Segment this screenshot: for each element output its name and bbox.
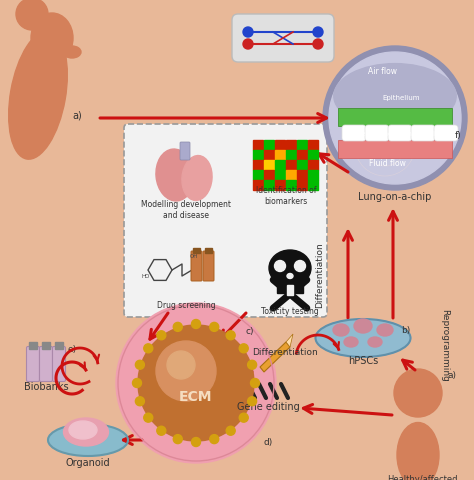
Circle shape bbox=[247, 397, 256, 406]
Bar bbox=[287, 285, 293, 295]
Circle shape bbox=[191, 437, 201, 446]
Circle shape bbox=[323, 46, 467, 190]
Text: b): b) bbox=[401, 326, 410, 335]
Text: Fluid flow: Fluid flow bbox=[369, 159, 405, 168]
Ellipse shape bbox=[9, 31, 67, 159]
Circle shape bbox=[210, 434, 219, 444]
Ellipse shape bbox=[294, 261, 306, 272]
Bar bbox=[297, 140, 308, 149]
Text: f): f) bbox=[455, 131, 462, 140]
Text: Modelling development
and disease: Modelling development and disease bbox=[141, 200, 231, 220]
Ellipse shape bbox=[269, 250, 311, 286]
Ellipse shape bbox=[274, 261, 285, 272]
Circle shape bbox=[329, 52, 461, 184]
Circle shape bbox=[313, 39, 323, 49]
Bar bbox=[264, 180, 274, 190]
Polygon shape bbox=[260, 342, 290, 372]
Circle shape bbox=[226, 426, 235, 435]
Bar bbox=[308, 170, 319, 180]
Bar bbox=[308, 140, 319, 149]
Bar bbox=[275, 140, 285, 149]
Ellipse shape bbox=[48, 424, 128, 456]
Text: HO: HO bbox=[142, 274, 150, 279]
Text: Epithelium: Epithelium bbox=[383, 95, 420, 101]
Text: Endothelium: Endothelium bbox=[403, 131, 447, 137]
FancyBboxPatch shape bbox=[39, 347, 53, 382]
Text: Healthy/affected
individual: Healthy/affected individual bbox=[387, 475, 457, 480]
Circle shape bbox=[247, 360, 256, 369]
Ellipse shape bbox=[397, 422, 439, 480]
Ellipse shape bbox=[63, 46, 81, 58]
Bar bbox=[275, 170, 285, 180]
Bar bbox=[275, 160, 285, 169]
Circle shape bbox=[157, 426, 166, 435]
Bar bbox=[264, 160, 274, 169]
FancyBboxPatch shape bbox=[180, 142, 190, 160]
FancyBboxPatch shape bbox=[27, 347, 39, 382]
Circle shape bbox=[144, 413, 153, 422]
Bar bbox=[193, 248, 200, 253]
Text: c): c) bbox=[246, 327, 255, 336]
Bar bbox=[286, 160, 297, 169]
Circle shape bbox=[144, 344, 153, 353]
Bar bbox=[42, 342, 50, 349]
Polygon shape bbox=[286, 334, 293, 347]
Circle shape bbox=[191, 320, 201, 328]
Circle shape bbox=[136, 360, 145, 369]
Bar bbox=[264, 140, 274, 149]
Text: ECM: ECM bbox=[179, 390, 213, 404]
Bar bbox=[297, 160, 308, 169]
Bar bbox=[205, 248, 212, 253]
FancyBboxPatch shape bbox=[191, 251, 202, 281]
FancyBboxPatch shape bbox=[124, 124, 327, 317]
Bar bbox=[275, 150, 285, 159]
Circle shape bbox=[250, 379, 259, 387]
FancyBboxPatch shape bbox=[388, 125, 412, 141]
Circle shape bbox=[133, 379, 142, 387]
Bar bbox=[286, 180, 297, 190]
Text: a): a) bbox=[448, 371, 457, 380]
Bar bbox=[286, 170, 297, 180]
Text: Air flow: Air flow bbox=[368, 67, 398, 76]
Bar bbox=[55, 342, 63, 349]
FancyBboxPatch shape bbox=[53, 347, 65, 382]
Circle shape bbox=[313, 27, 323, 37]
Circle shape bbox=[156, 341, 216, 401]
Ellipse shape bbox=[64, 418, 109, 446]
FancyBboxPatch shape bbox=[232, 14, 334, 62]
Bar bbox=[297, 150, 308, 159]
Bar bbox=[275, 180, 285, 190]
Ellipse shape bbox=[316, 319, 410, 357]
Ellipse shape bbox=[344, 337, 358, 347]
Text: d): d) bbox=[264, 438, 273, 447]
Ellipse shape bbox=[287, 274, 293, 278]
Circle shape bbox=[136, 397, 145, 406]
Circle shape bbox=[173, 434, 182, 444]
Bar bbox=[264, 150, 274, 159]
Ellipse shape bbox=[334, 64, 456, 128]
Bar bbox=[308, 180, 319, 190]
Circle shape bbox=[239, 413, 248, 422]
FancyBboxPatch shape bbox=[434, 125, 458, 141]
Text: Biobanks: Biobanks bbox=[24, 382, 68, 392]
Bar bbox=[253, 150, 264, 159]
Text: Differentiation: Differentiation bbox=[315, 242, 324, 308]
Text: Drug screening: Drug screening bbox=[157, 301, 215, 310]
Bar bbox=[286, 150, 297, 159]
Circle shape bbox=[394, 369, 442, 417]
Bar bbox=[253, 160, 264, 169]
Bar bbox=[277, 282, 303, 293]
Text: Toxicity testing: Toxicity testing bbox=[261, 307, 319, 316]
Circle shape bbox=[243, 27, 253, 37]
Text: e): e) bbox=[68, 345, 77, 354]
FancyBboxPatch shape bbox=[365, 125, 389, 141]
Ellipse shape bbox=[333, 324, 349, 336]
Bar bbox=[264, 170, 274, 180]
FancyBboxPatch shape bbox=[338, 140, 452, 158]
Circle shape bbox=[226, 331, 235, 340]
Circle shape bbox=[116, 303, 276, 463]
Circle shape bbox=[210, 323, 219, 331]
Bar bbox=[308, 160, 319, 169]
FancyBboxPatch shape bbox=[342, 125, 366, 141]
